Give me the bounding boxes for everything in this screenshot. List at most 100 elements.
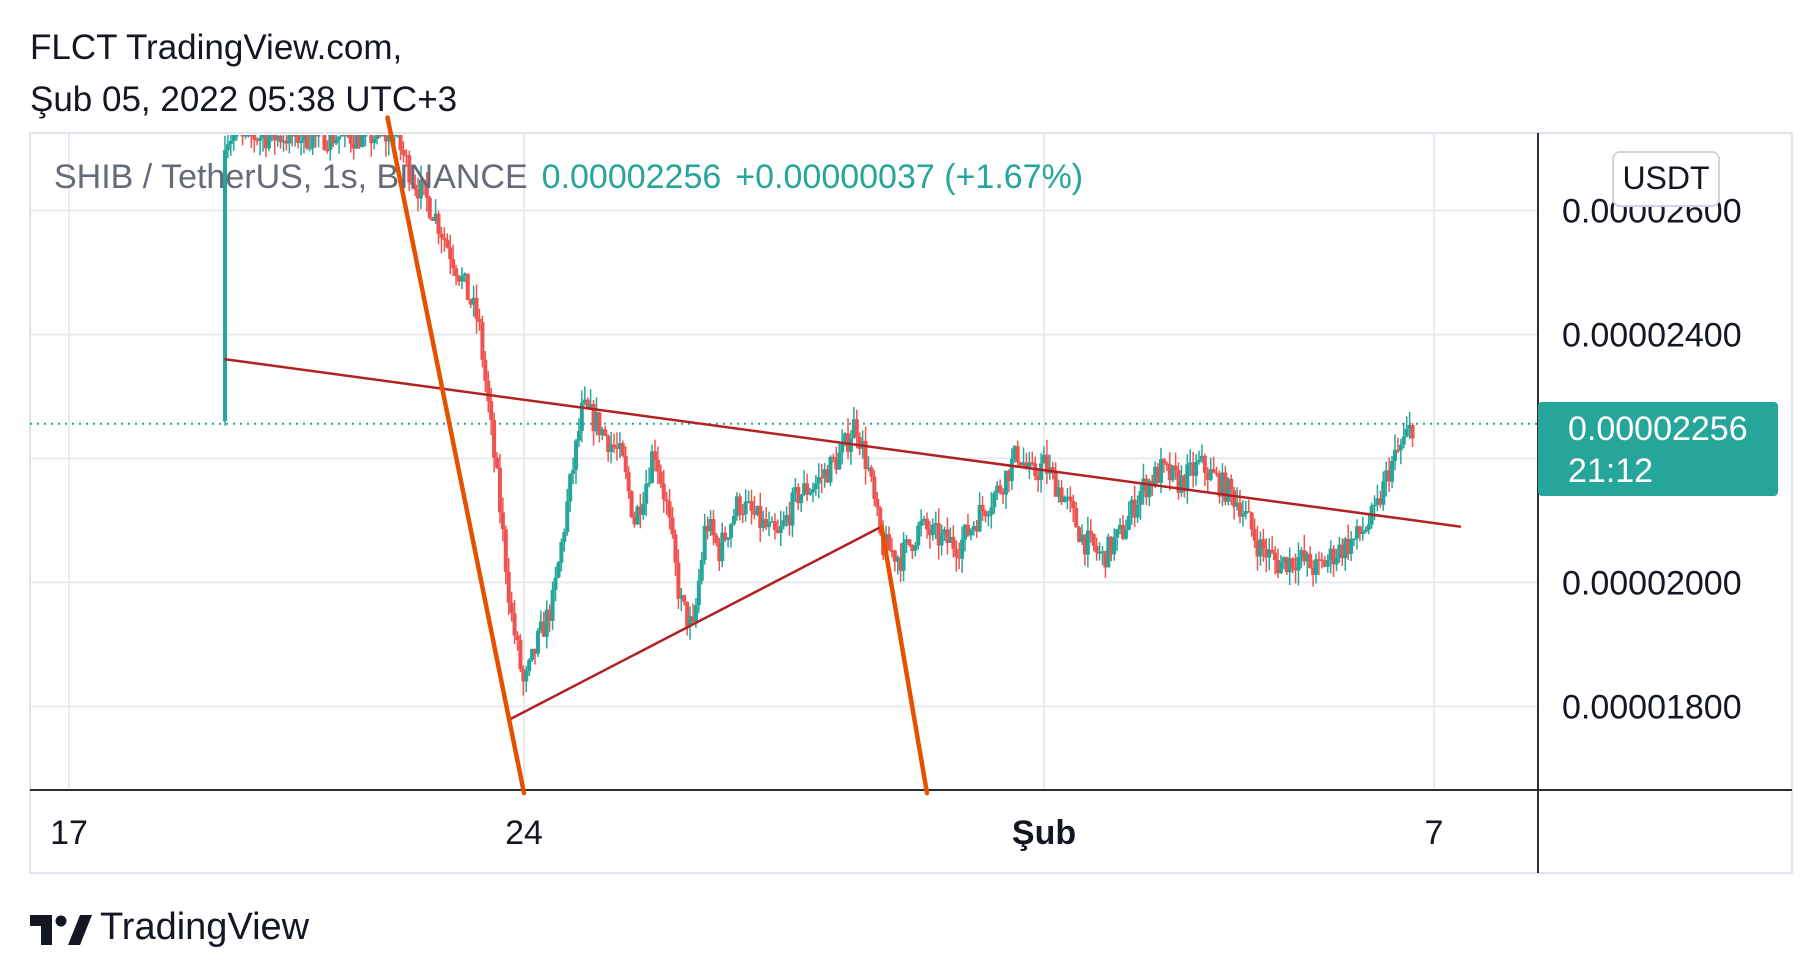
candle-body (1199, 455, 1204, 460)
candle-body (369, 135, 374, 144)
candle-body (1223, 472, 1228, 502)
candle-body (1118, 524, 1123, 530)
candle-body (1015, 446, 1020, 463)
candle-body (889, 550, 894, 553)
candle-body (363, 135, 368, 137)
candle-body (495, 457, 500, 468)
candle-body (737, 496, 742, 514)
candle-body (380, 135, 385, 137)
candle-body (960, 539, 965, 559)
candle-body (673, 534, 678, 563)
candle-body (775, 529, 780, 533)
candle-body (1100, 551, 1105, 553)
candle-body (808, 492, 812, 495)
candle-body (749, 501, 754, 511)
tradingview-logo-icon (30, 915, 92, 945)
candle-body (986, 514, 991, 517)
candle-body (980, 504, 985, 512)
candle-body (249, 135, 254, 137)
candle-body (530, 648, 535, 660)
candle-body (1270, 549, 1275, 553)
candle-body (1240, 514, 1245, 517)
candle-body (1147, 480, 1152, 498)
candle-body (939, 533, 944, 546)
candle-body (769, 521, 774, 523)
candle-body (1080, 534, 1085, 542)
candle-body (746, 501, 751, 503)
candle-body (778, 525, 783, 533)
candle-body (351, 143, 356, 149)
candle-body (392, 135, 397, 137)
candle-body (1132, 499, 1137, 518)
candle-body (857, 436, 862, 449)
candle-body (1205, 472, 1210, 480)
candle-body (1135, 504, 1140, 518)
candle-body (726, 537, 731, 540)
candle-body (676, 562, 681, 599)
currency-button[interactable]: USDT (1612, 151, 1720, 207)
candle-body (623, 456, 628, 473)
candle-body (878, 507, 883, 534)
candle-body (477, 318, 482, 323)
candle-body (474, 297, 479, 319)
candle-body (644, 484, 649, 504)
candle-body (340, 135, 344, 137)
candle-body (275, 135, 280, 141)
candle-body (1185, 464, 1190, 492)
candle-body (255, 139, 260, 142)
candle-body (1273, 552, 1278, 560)
trendline (223, 357, 1462, 528)
candle-body (810, 489, 815, 493)
candle-body (1214, 472, 1219, 475)
candle-body (612, 444, 617, 448)
y-tick-label: 0.00001800 (1562, 688, 1742, 726)
candle-body (304, 135, 309, 148)
candle-body (357, 135, 362, 147)
candle-body (670, 517, 675, 535)
candle-body (919, 520, 924, 526)
candle-body (904, 539, 909, 543)
candle-body (518, 640, 523, 670)
candle-body (553, 577, 558, 591)
candle-body (535, 630, 540, 654)
candle-body (334, 139, 339, 144)
candle-body (1281, 557, 1286, 563)
candle-body (1159, 459, 1163, 483)
candle-body (767, 522, 772, 528)
candle-body (1056, 487, 1061, 497)
candle-body (1261, 539, 1266, 549)
candle-body (550, 590, 555, 621)
candle-body (1030, 462, 1035, 464)
candle-body (1381, 481, 1386, 505)
candle-body (398, 135, 403, 150)
candle-body (1340, 544, 1345, 559)
candle-body (655, 459, 660, 472)
candle-body (965, 524, 970, 536)
candle-body (948, 536, 953, 543)
candle-body (287, 135, 292, 144)
candle-body (787, 515, 792, 526)
candle-body (328, 135, 333, 151)
candle-body (1024, 462, 1029, 468)
y-axis-labels: 0.000018000.000020000.000022000.00002400… (1562, 192, 1742, 726)
candle-body (1156, 466, 1161, 483)
candle-body (1085, 530, 1090, 555)
candle-body (451, 259, 456, 269)
candle-body (606, 435, 611, 453)
candle-body (951, 536, 956, 549)
candle-body (486, 380, 491, 402)
candle-body (679, 595, 684, 599)
candle-body (1194, 461, 1199, 476)
candle-body (296, 135, 301, 144)
candle-body (693, 605, 698, 622)
candle-body (515, 635, 520, 641)
candle-body (1115, 529, 1120, 538)
candle-body (310, 135, 315, 148)
candle-body (805, 483, 810, 495)
candle-body (585, 399, 590, 408)
candle-body (468, 299, 473, 305)
candle-body (1246, 511, 1251, 513)
x-tick-label: Şub (1012, 814, 1076, 852)
candle-body (971, 526, 976, 530)
